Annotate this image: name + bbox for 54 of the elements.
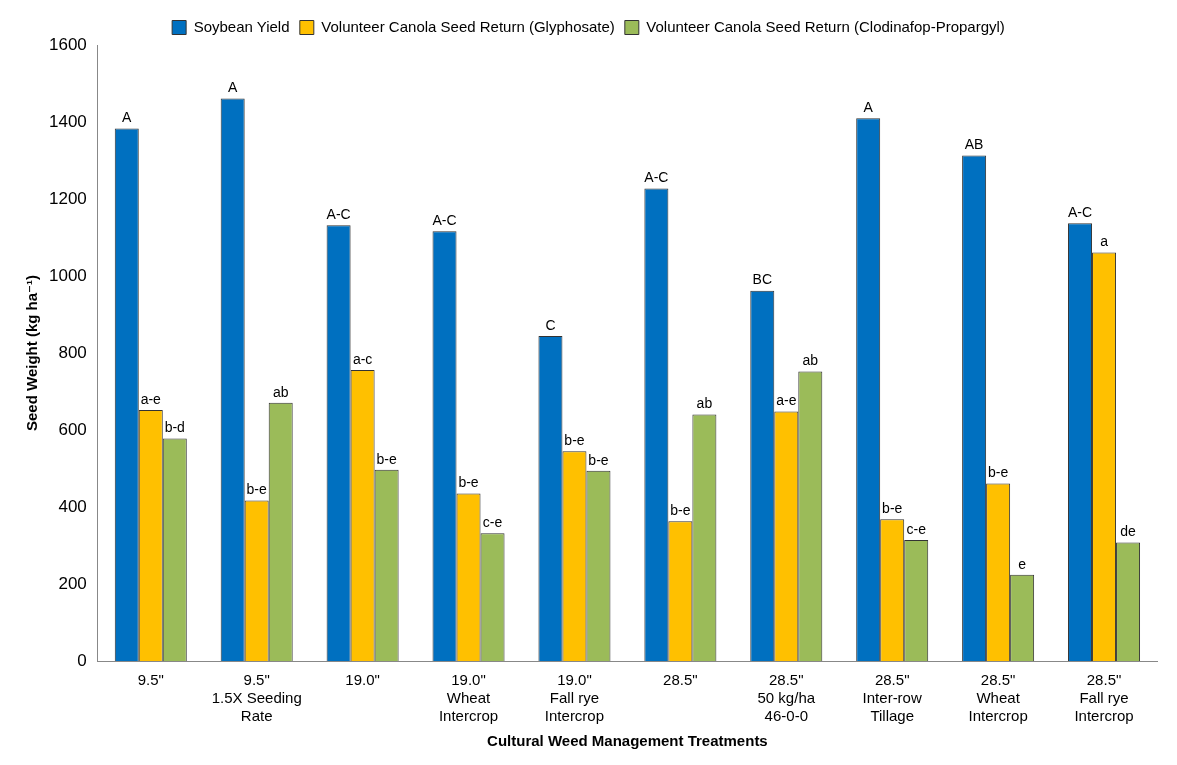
x-tick-label: 19.0" [345,671,380,689]
y-tick-label: 600 [58,419,87,439]
data-label: b-e [882,500,903,517]
data-label: b-d [164,419,185,436]
x-tick-label: 9.5" 1.5X Seeding Rate [211,671,302,725]
data-label: BC [752,271,772,288]
y-tick-label: 1400 [48,111,87,131]
x-tick-label: 28.5" Wheat Intercrop [968,671,1028,725]
data-label: A-C [644,169,669,186]
data-label: c-e [906,520,927,537]
y-tick-label: 800 [58,342,87,362]
data-label: C [545,316,556,333]
data-label: b-e [670,502,691,519]
x-tick-label: 28.5" Fall rye Intercrop [1074,671,1134,725]
legend-label: Soybean Yield [193,17,290,35]
data-label: b-e [376,450,397,467]
y-tick-label: 200 [58,573,87,593]
y-tick-label: 1600 [48,34,87,54]
x-tick-label: 28.5" [663,671,698,689]
y-tick-label: 400 [58,496,87,516]
legend-label: Volunteer Canola Seed Return (Glyphosate) [321,17,615,35]
y-tick-label: 0 [77,650,87,670]
data-label: a-e [140,390,162,407]
x-tick-label: 19.0" Fall rye Intercrop [544,671,605,725]
data-label: A-C [1067,204,1093,221]
data-label: ab [696,395,713,412]
data-label: de [1120,523,1137,540]
data-label: b-e [988,464,1009,481]
data-label: b-e [458,474,479,491]
data-label: ab [802,352,819,369]
x-axis-title: Cultural Weed Management Treatments [487,732,768,750]
x-tick-label: 28.5" Inter-row Tillage [862,671,922,725]
y-axis-title: Seed Weight (kg ha⁻¹) [23,275,41,431]
x-tick-label: 19.0" Wheat Intercrop [438,671,499,725]
data-label: a [1100,233,1109,250]
data-label: b-e [246,481,268,498]
data-label: b-e [588,451,609,468]
data-label: a-e [776,392,797,409]
data-label: b-e [564,432,585,449]
data-label: AB [964,136,984,153]
data-label: c-e [482,514,503,531]
y-tick-label: 1000 [48,265,87,285]
data-label: A [122,109,133,126]
data-label: A [228,79,239,96]
data-label: A-C [432,212,457,229]
x-tick-label: 9.5" [137,671,164,689]
y-tick-label: 1200 [48,188,87,208]
legend-label: Volunteer Canola Seed Return (Clodinafop-Propargyl) [646,17,1005,35]
data-label: A [863,99,874,116]
data-label: A-C [326,206,351,223]
x-tick-label: 28.5" 50 kg/ha 46-0-0 [757,671,816,725]
data-label: e [1018,555,1027,572]
data-label: a-c [352,350,373,367]
data-label: ab [272,383,289,400]
